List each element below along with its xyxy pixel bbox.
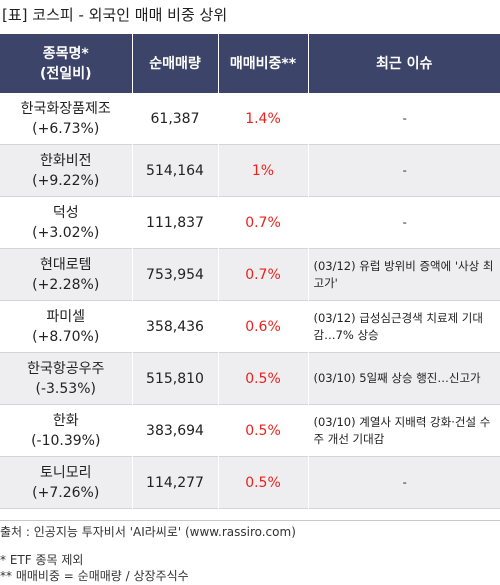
- trade-ratio: 0.7%: [218, 196, 309, 249]
- stock-cell: 토니모리 (+7.26%): [0, 456, 133, 509]
- recent-issue: (03/12) 유럽 방위비 증액에 '사상 최고가': [308, 248, 500, 301]
- recent-issue: (03/10) 5일째 상승 행진…신고가: [308, 352, 500, 405]
- stock-name: 한국화장품제조: [20, 100, 111, 117]
- table-row: 토니모리 (+7.26%) 114,277 0.5% -: [0, 456, 500, 509]
- header-stock-name: 종목명* (전일비): [0, 34, 133, 93]
- stock-change: (+9.22%): [32, 172, 100, 189]
- trade-ratio: 1%: [218, 144, 309, 197]
- stock-name: 한화: [52, 412, 79, 429]
- trade-ratio: 0.6%: [218, 300, 309, 353]
- table-row: 한화 (-10.39%) 383,694 0.5% (03/10) 계열사 지배…: [0, 404, 500, 457]
- stock-change: (+8.70%): [32, 328, 100, 345]
- stock-change: (+7.26%): [32, 484, 100, 501]
- header-recent-issue: 최근 이슈: [308, 34, 500, 93]
- stock-cell: 덕성 (+3.02%): [0, 196, 133, 249]
- recent-issue: (03/10) 계열사 지배력 강화·건설 수주 개선 기대감: [308, 404, 500, 457]
- stock-name: 현대로템: [39, 256, 92, 273]
- table-row: 현대로템 (+2.28%) 753,954 0.7% (03/12) 유럽 방위…: [0, 248, 500, 301]
- trade-ratio: 0.5%: [218, 404, 309, 457]
- stock-cell: 현대로템 (+2.28%): [0, 248, 133, 301]
- net-volume: 358,436: [132, 300, 219, 353]
- stock-change: (-3.53%): [35, 380, 96, 397]
- recent-issue: -: [308, 144, 500, 197]
- stock-name: 덕성: [52, 204, 79, 221]
- table-row: 덕성 (+3.02%) 111,837 0.7% -: [0, 196, 500, 249]
- net-volume: 753,954: [132, 248, 219, 301]
- recent-issue: -: [308, 196, 500, 249]
- table-footer: 출처 : 인공지능 투자비서 'AI라씨로' (www.rassiro.com)…: [0, 520, 500, 584]
- stock-cell: 한화비전 (+9.22%): [0, 144, 133, 197]
- net-volume: 515,810: [132, 352, 219, 405]
- table-title: [표] 코스피 - 외국인 매매 비중 상위: [2, 6, 228, 24]
- footnote-ratio: ** 매매비중 = 순매매량 / 상장주식수: [0, 569, 189, 583]
- table-row: 파미셀 (+8.70%) 358,436 0.6% (03/12) 급성심근경색…: [0, 300, 500, 353]
- header-net-volume: 순매매량: [132, 34, 219, 93]
- recent-issue: -: [308, 456, 500, 509]
- trade-ratio: 0.5%: [218, 352, 309, 405]
- net-volume: 383,694: [132, 404, 219, 457]
- trade-ratio: 1.4%: [218, 93, 309, 145]
- foreign-trade-table: 종목명* (전일비) 순매매량 매매비중** 최근 이슈 한국화장품제조 (+6…: [0, 34, 500, 509]
- stock-cell: 한화 (-10.39%): [0, 404, 133, 457]
- trade-ratio: 0.7%: [218, 248, 309, 301]
- recent-issue: -: [308, 93, 500, 145]
- header-row: 종목명* (전일비) 순매매량 매매비중** 최근 이슈: [0, 34, 500, 93]
- header-stock-name-line2: (전일비): [40, 65, 92, 82]
- table-row: 한국항공우주 (-3.53%) 515,810 0.5% (03/10) 5일째…: [0, 352, 500, 405]
- stock-name: 토니모리: [39, 464, 92, 481]
- header-stock-name-line1: 종목명*: [42, 45, 89, 62]
- net-volume: 61,387: [132, 93, 219, 145]
- stock-cell: 한국화장품제조 (+6.73%): [0, 93, 133, 145]
- recent-issue: (03/12) 급성심근경색 치료제 기대감…7% 상승: [308, 300, 500, 353]
- stock-change: (+2.28%): [32, 276, 100, 293]
- stock-name: 파미셀: [46, 308, 86, 325]
- table-row: 한화비전 (+9.22%) 514,164 1% -: [0, 144, 500, 197]
- stock-change: (+6.73%): [32, 120, 100, 137]
- footnote-etf: * ETF 종목 제외: [0, 553, 84, 567]
- stock-change: (-10.39%): [31, 432, 101, 449]
- stock-cell: 파미셀 (+8.70%): [0, 300, 133, 353]
- stock-name: 한화비전: [39, 152, 92, 169]
- trade-ratio: 0.5%: [218, 456, 309, 509]
- net-volume: 114,277: [132, 456, 219, 509]
- stock-change: (+3.02%): [32, 224, 100, 241]
- net-volume: 111,837: [132, 196, 219, 249]
- net-volume: 514,164: [132, 144, 219, 197]
- table-row: 한국화장품제조 (+6.73%) 61,387 1.4% -: [0, 93, 500, 145]
- header-trade-ratio: 매매비중**: [218, 34, 309, 93]
- stock-cell: 한국항공우주 (-3.53%): [0, 352, 133, 405]
- footnotes: * ETF 종목 제외 ** 매매비중 = 순매매량 / 상장주식수: [0, 552, 500, 584]
- source-note: 출처 : 인공지능 투자비서 'AI라씨로' (www.rassiro.com): [0, 520, 500, 544]
- stock-name: 한국항공우주: [27, 360, 105, 377]
